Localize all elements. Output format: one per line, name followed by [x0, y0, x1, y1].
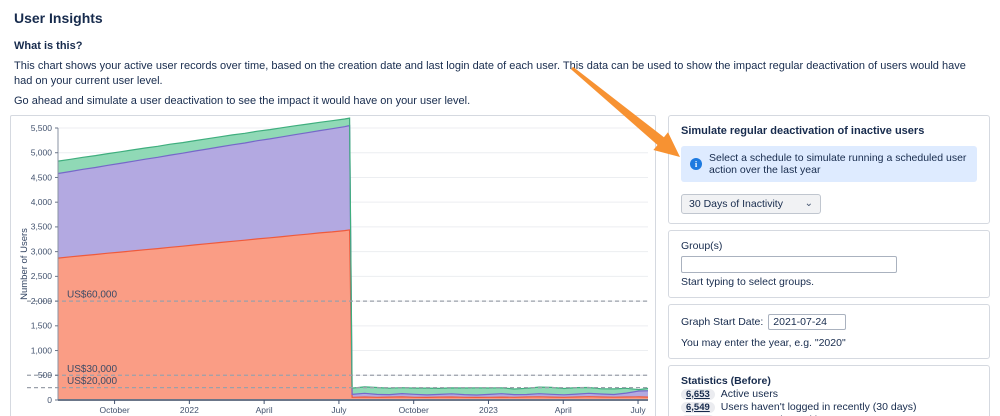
info-icon: i	[690, 157, 702, 170]
simulate-card: Simulate regular deactivation of inactiv…	[668, 114, 990, 224]
page-title: User Insights	[14, 10, 103, 26]
info-message: i Select a schedule to simulate running …	[681, 145, 977, 182]
chart-panel: US$60,000 US$30,000 US$20,000 0 500 1,000 1,50…	[10, 114, 656, 416]
svg-text:1,000: 1,000	[31, 345, 53, 355]
svg-text:October: October	[399, 405, 429, 415]
svg-text:1,500: 1,500	[31, 320, 53, 330]
groups-label: Group(s)	[681, 239, 723, 252]
description-paragraph-2: Go ahead and simulate a user deactivatio…	[14, 94, 471, 107]
graph-start-date-input[interactable]	[768, 314, 847, 331]
groups-input[interactable]	[681, 256, 897, 274]
user-records-stacked-area-chart: US$60,000 US$30,000 US$20,000 0 500 1,000 1,50…	[19, 116, 649, 415]
svg-text:2,000: 2,000	[31, 295, 53, 305]
stat-label: Users never logged in	[721, 414, 823, 416]
svg-text:5,000: 5,000	[31, 147, 53, 157]
statistics-before-list: 6,653 Active users 6,549 Users haven't logg…	[681, 388, 977, 416]
svg-text:5,500: 5,500	[31, 122, 53, 132]
svg-text:3,000: 3,000	[31, 246, 53, 256]
svg-text:4,000: 4,000	[31, 197, 53, 207]
content-row: US$60,000 US$30,000 US$20,000 0 500 1,000 1,50…	[10, 114, 990, 416]
groups-card: Group(s) Start typing to select groups.	[668, 229, 990, 299]
stat-row: 6,549 Users haven't logged in recently (3…	[681, 401, 977, 413]
chevron-down-icon: ⌄	[804, 198, 813, 210]
svg-text:July: July	[331, 405, 347, 415]
stat-count-badge[interactable]: 4,090	[681, 414, 715, 416]
svg-text:500: 500	[38, 370, 52, 380]
schedule-select-value: 30 Days of Inactivity	[689, 197, 783, 210]
stat-count-badge[interactable]: 6,653	[681, 388, 715, 400]
statistics-before-title: Statistics (Before)	[681, 375, 771, 388]
svg-text:April: April	[555, 405, 572, 415]
graph-start-date-label: Graph Start Date:	[681, 316, 764, 329]
simulate-card-title: Simulate regular deactivation of inactiv…	[681, 124, 925, 137]
svg-text:Number of Users: Number of Users	[19, 227, 30, 299]
graph-start-date-helper: You may enter the year, e.g. "2020"	[681, 337, 846, 350]
svg-text:US$30,000: US$30,000	[67, 363, 117, 374]
stat-label: Active users	[720, 388, 778, 401]
graph-start-date-card: Graph Start Date: You may enter the year…	[668, 304, 990, 360]
description-paragraph-1: This chart shows your active user record…	[14, 60, 966, 87]
svg-text:April: April	[256, 405, 273, 415]
svg-text:2022: 2022	[180, 405, 199, 415]
svg-text:US$20,000: US$20,000	[67, 376, 117, 387]
groups-helper: Start typing to select groups.	[681, 276, 815, 289]
stat-label: Users haven't logged in recently (30 day…	[720, 401, 917, 414]
stat-row: 6,653 Active users	[681, 388, 977, 400]
svg-text:2023: 2023	[479, 405, 498, 415]
what-is-this-heading: What is this?	[14, 40, 83, 52]
svg-text:4,500: 4,500	[31, 172, 53, 182]
svg-text:3,500: 3,500	[31, 221, 53, 231]
svg-text:0: 0	[47, 394, 52, 404]
stat-row: 4,090 Users never logged in	[681, 414, 977, 416]
stat-count-badge[interactable]: 6,549	[681, 401, 715, 413]
sidebar: Simulate regular deactivation of inactiv…	[668, 114, 990, 416]
svg-text:US$60,000: US$60,000	[67, 289, 117, 300]
statistics-card: Statistics (Before) 6,653 Active users 6,5…	[668, 365, 990, 416]
svg-text:2,500: 2,500	[31, 271, 53, 281]
schedule-select[interactable]: 30 Days of Inactivity ⌄	[681, 193, 821, 214]
svg-text:October: October	[99, 405, 129, 415]
svg-text:July: July	[630, 405, 646, 415]
info-text: Select a schedule to simulate running a …	[709, 151, 967, 176]
page-header: User Insights What is this? This chart s…	[0, 0, 1000, 109]
